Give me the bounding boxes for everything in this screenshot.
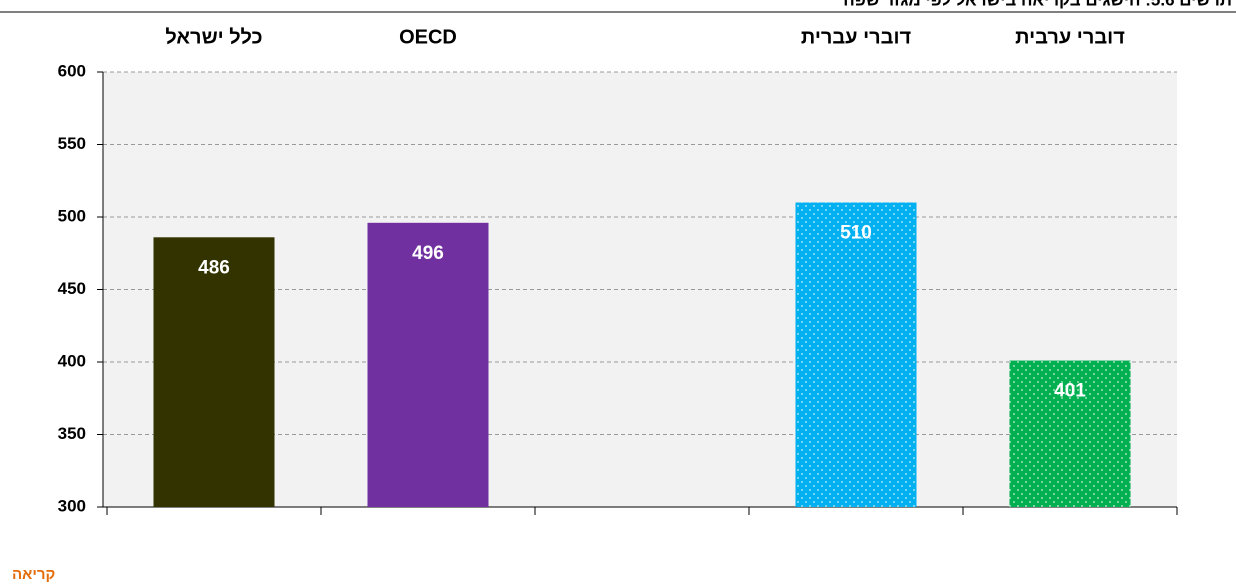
category-label: OECD: [399, 26, 457, 48]
bar-pattern: [795, 202, 917, 507]
bar: [153, 237, 275, 508]
value-label: 510: [840, 223, 872, 244]
y-tick-label: 600: [58, 61, 86, 80]
y-tick-label: 550: [58, 134, 86, 153]
category-label: דוברי ערבית: [1015, 26, 1125, 48]
category-label: דוברי עברית: [801, 26, 912, 48]
chart-title: תרשים 5.6: הישגים בקריאה בישראל לפי מגזר…: [843, 0, 1232, 9]
y-tick-label: 450: [58, 279, 86, 298]
y-tick-label: 350: [58, 424, 86, 443]
y-tick-label: 400: [58, 351, 86, 370]
y-tick-label: 500: [58, 206, 86, 225]
value-label: 401: [1054, 381, 1086, 402]
category-label: כלל ישראל: [165, 26, 262, 48]
value-label: 486: [198, 257, 230, 278]
bar: [367, 222, 489, 508]
bar-pattern: [1009, 360, 1131, 507]
value-label: 496: [412, 243, 444, 264]
y-tick-label: 300: [58, 496, 86, 515]
x-axis-label: קריאה: [12, 566, 55, 583]
